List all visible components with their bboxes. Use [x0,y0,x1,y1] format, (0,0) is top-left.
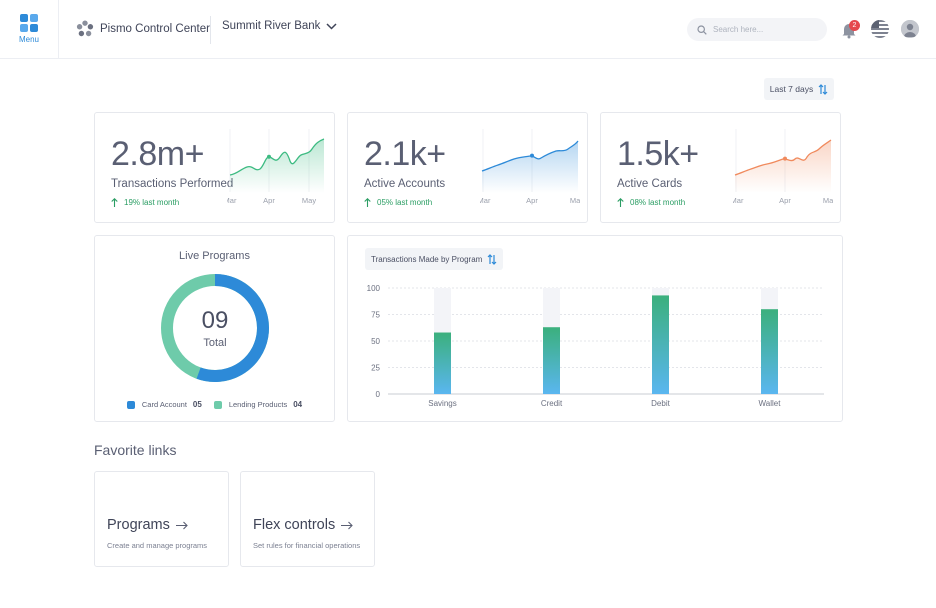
stat-trend: 08% last month [617,198,685,207]
divider [210,16,211,44]
month-label: Mar [733,196,744,205]
arrow-up-icon [617,198,624,207]
live-programs-title: Live Programs [179,250,250,262]
notification-badge: 2 [849,20,860,31]
favorite-link-label: Flex controls [253,517,336,533]
menu-label: Menu [18,35,39,44]
y-tick-label: 0 [376,390,381,399]
stat-card-accounts: 2.1k+ Active Accounts 05% last month Mar… [347,112,588,223]
pismo-logo-icon [76,20,94,37]
month-label: Mar [480,196,491,205]
search-icon [697,24,707,35]
stat-trend: 19% last month [111,198,179,207]
stat-trend-text: 19% last month [124,198,180,207]
month-label: Mar [227,196,237,205]
donut-segment-card-account [196,274,269,382]
favorite-link-flex-controls[interactable]: Flex controls Set rules for financial op… [240,471,375,567]
chart-sort-button[interactable]: Transactions Made by Program [365,248,504,270]
legend-swatch [126,400,135,409]
stat-label: Active Cards [617,178,683,190]
favorite-link-desc: Create and manage programs [107,541,208,550]
y-tick-label: 100 [367,284,381,293]
search-input[interactable] [713,25,813,34]
chevron-down-icon [326,22,337,30]
y-tick-label: 50 [371,337,380,346]
month-label: May [570,196,580,205]
bar-debit [652,295,669,394]
legend-label: Card Account [141,400,187,409]
sparkline-chart: Mar Apr May [480,129,580,205]
legend-lending-products: Lending Products 04 [213,400,303,409]
x-tick-label: Savings [428,399,456,408]
x-tick-label: Credit [541,399,563,408]
stat-card-cards: 1.5k+ Active Cards 08% last month Mar Ap… [600,112,841,223]
month-label: Apr [526,196,538,205]
arrow-up-icon [364,198,371,207]
stat-trend-text: 05% last month [377,198,433,207]
bank-name: Summit River Bank [222,20,321,32]
y-tick-label: 25 [371,364,380,373]
bar-chart: 0 25 50 75 100 Savings Credit Debit Wallet [367,284,824,408]
arrow-up-icon [111,198,118,207]
sort-arrows-icon [818,83,828,95]
stat-label: Active Accounts [364,178,446,190]
menu-button[interactable]: Menu [0,0,59,59]
chart-title: Transactions Made by Program [371,254,483,264]
legend-card-account: Card Account 05 [126,400,202,409]
sort-arrows-icon [487,253,497,265]
transactions-chart-card: Transactions Made by Program 0 25 50 75 100 S… [347,235,843,422]
search-box[interactable] [687,18,827,41]
x-tick-label: Wallet [759,399,782,408]
us-flag-icon[interactable] [871,20,889,38]
month-label: Apr [779,196,791,205]
bar-wallet [761,309,778,394]
donut-chart: 09 Total [161,274,269,382]
month-label: May [823,196,833,205]
brand-name: Pismo Control Center [100,23,210,35]
y-tick-label: 75 [371,311,380,320]
avatar[interactable] [901,20,919,38]
live-programs-legend: Card Account 05 Lending Products 04 [95,400,334,409]
favorite-link-label: Programs [107,517,170,533]
favorite-link-name: Programs [107,517,188,533]
month-label: Apr [263,196,275,205]
stat-label: Transactions Performed [111,178,234,190]
favorites-title: Favorite links [94,442,177,458]
stat-value: 1.5k+ [617,135,699,173]
stat-trend: 05% last month [364,198,432,207]
stat-value: 2.8m+ [111,135,204,173]
stat-value: 2.1k+ [364,135,446,173]
x-tick-label: Debit [651,399,670,408]
favorite-link-name: Flex controls [253,517,353,533]
legend-count: 05 [192,400,202,409]
live-programs-card: Live Programs 09 Total Card Account 05 L… [94,235,335,422]
donut-total: 09 [202,307,229,334]
donut-total-label: Total [203,337,226,349]
date-range-button[interactable]: Last 7 days [764,78,834,100]
favorite-link-desc: Set rules for financial operations [253,541,361,550]
sparkline-chart: Mar Apr May [227,129,325,205]
brand[interactable]: Pismo Control Center [76,19,210,39]
bar-savings [434,332,451,394]
menu-grid-icon [20,14,38,32]
date-range-label: Last 7 days [769,84,814,94]
stat-trend-text: 08% last month [630,198,686,207]
favorite-link-programs[interactable]: Programs Create and manage programs [94,471,229,567]
legend-label: Lending Products [228,400,288,409]
stat-card-transactions: 2.8m+ Transactions Performed 19% last mo… [94,112,335,223]
legend-swatch [213,400,222,409]
legend-count: 04 [293,400,303,409]
arrow-right-icon [341,521,353,529]
arrow-right-icon [175,521,188,529]
bar-credit [543,327,560,394]
top-bar: Menu Pismo Control Center Summit River B… [0,0,936,59]
sparkline-chart: Mar Apr May [733,129,833,205]
bank-selector[interactable]: Summit River Bank [222,20,337,32]
month-label: May [302,196,316,205]
